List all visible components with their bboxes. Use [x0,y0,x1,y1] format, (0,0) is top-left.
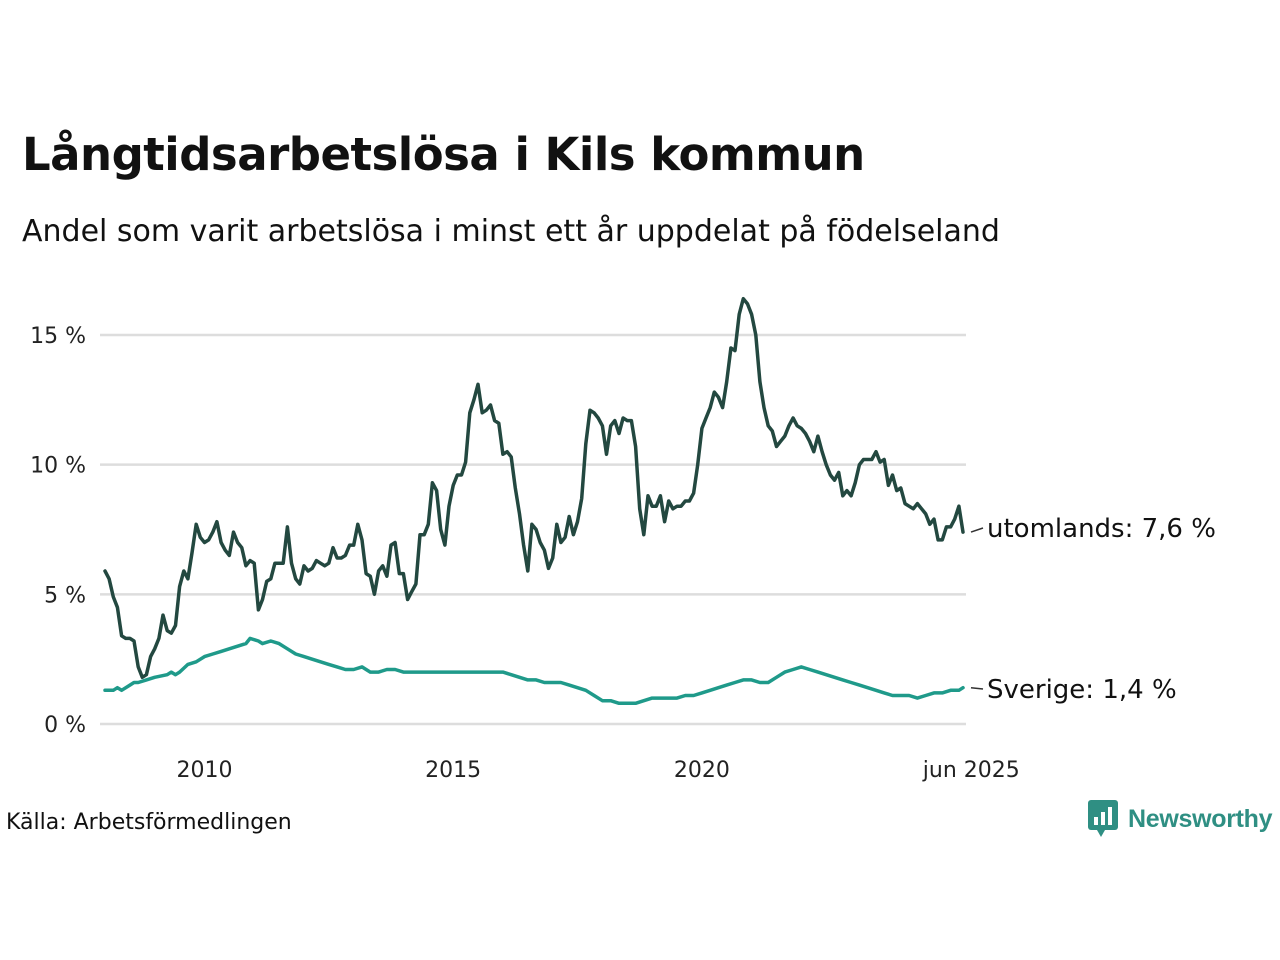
newsworthy-logo-text: Newsworthy [1128,804,1273,833]
x-axis-ticks: 2010 2015 2020 jun 2025 [176,758,1019,783]
end-label-connector [970,527,984,533]
end-label-connector [970,686,984,690]
end-label-sverige: Sverige: 1,4 % [987,675,1177,705]
x-tick-label: 2010 [176,758,232,783]
y-tick-label: 5 % [44,583,86,608]
end-labels: utomlands: 7,6 % Sverige: 1,4 % [970,514,1216,705]
end-label-utomlands: utomlands: 7,6 % [987,514,1216,544]
newsworthy-logo-icon [1088,800,1118,837]
x-tick-label: 2020 [674,758,730,783]
series-line-sverige [103,636,965,706]
newsworthy-logo: Newsworthy [1088,800,1273,838]
grid-lines [100,333,966,726]
y-tick-label: 15 % [30,324,86,349]
y-axis-ticks: 0 % 5 % 10 % 15 % [30,324,86,738]
series-line-utomlands [103,296,965,680]
source-note: Källa: Arbetsförmedlingen [6,810,292,835]
series-lines [103,296,965,706]
y-tick-label: 10 % [30,454,86,479]
x-tick-label: jun 2025 [922,758,1020,783]
y-tick-label: 0 % [44,713,86,738]
x-tick-label: 2015 [425,758,481,783]
chart-title: Långtidsarbetslösa i Kils kommun [22,128,865,181]
chart-subtitle: Andel som varit arbetslösa i minst ett å… [22,214,1000,249]
